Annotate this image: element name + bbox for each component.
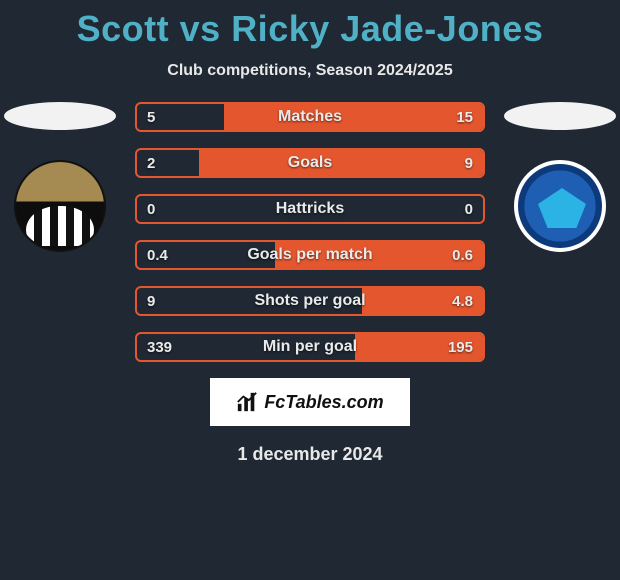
club-badge-left	[14, 160, 106, 252]
stat-label: Shots per goal	[137, 288, 483, 314]
stat-row: 9Shots per goal4.8	[135, 286, 485, 316]
comparison-arena: 5Matches15 2Goals9 0Hattricks0 0.4Goals per…	[0, 100, 620, 362]
club-badge-right	[514, 160, 606, 252]
player-left-column	[0, 100, 120, 252]
branding-chart-icon	[236, 391, 258, 413]
snapshot-date: 1 december 2024	[0, 444, 620, 465]
branding-text: FcTables.com	[264, 392, 383, 413]
player-right-column	[500, 100, 620, 252]
stat-row: 0Hattricks0	[135, 194, 485, 224]
stat-row: 5Matches15	[135, 102, 485, 132]
stat-value-right: 0	[455, 196, 483, 222]
stat-value-right: 15	[446, 104, 483, 130]
stat-row: 339Min per goal195	[135, 332, 485, 362]
stat-label: Goals	[137, 150, 483, 176]
stat-row: 0.4Goals per match0.6	[135, 240, 485, 270]
player-left-face-placeholder	[4, 102, 116, 130]
stat-row: 2Goals9	[135, 148, 485, 178]
stat-value-right: 195	[438, 334, 483, 360]
stat-value-right: 9	[455, 150, 483, 176]
stat-label: Min per goal	[137, 334, 483, 360]
stat-label: Matches	[137, 104, 483, 130]
stat-value-right: 0.6	[442, 242, 483, 268]
stat-label: Goals per match	[137, 242, 483, 268]
page-subtitle: Club competitions, Season 2024/2025	[0, 62, 620, 80]
page-title: Scott vs Ricky Jade-Jones	[0, 0, 620, 50]
stat-label: Hattricks	[137, 196, 483, 222]
stat-value-right: 4.8	[442, 288, 483, 314]
stats-list: 5Matches15 2Goals9 0Hattricks0 0.4Goals per…	[135, 100, 485, 362]
branding-plate: FcTables.com	[210, 378, 410, 426]
player-right-face-placeholder	[504, 102, 616, 130]
